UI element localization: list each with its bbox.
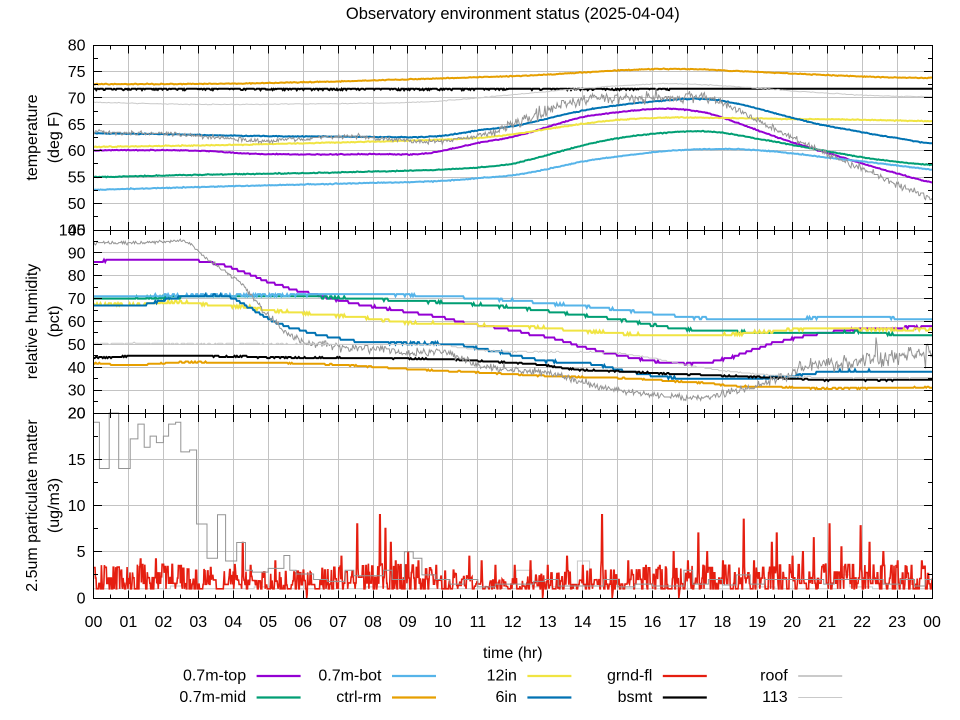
svg-text:20: 20 [783,614,801,631]
svg-text:roof: roof [760,668,788,685]
svg-text:13: 13 [539,614,557,631]
svg-text:0.7m-top: 0.7m-top [183,668,246,685]
svg-text:0.7m-bot: 0.7m-bot [318,668,382,685]
svg-text:15: 15 [609,614,627,631]
svg-text:21: 21 [818,614,836,631]
svg-text:65: 65 [68,117,86,134]
svg-text:113: 113 [762,689,788,706]
svg-text:(pct): (pct) [46,306,63,338]
svg-text:80: 80 [68,38,86,55]
svg-text:04: 04 [224,614,242,631]
svg-text:07: 07 [329,614,347,631]
svg-text:75: 75 [68,64,86,81]
svg-text:70: 70 [68,90,86,107]
svg-text:0.7m-mid: 0.7m-mid [179,689,246,706]
svg-text:03: 03 [189,614,207,631]
svg-text:23: 23 [888,614,906,631]
svg-text:(deg F): (deg F) [46,112,63,164]
svg-text:11: 11 [469,614,486,631]
svg-text:100: 100 [59,223,86,240]
svg-text:12in: 12in [487,668,517,685]
svg-text:bsmt: bsmt [618,689,653,706]
svg-text:09: 09 [399,614,417,631]
svg-text:time (hr): time (hr) [483,645,543,662]
svg-text:17: 17 [679,614,697,631]
svg-text:15: 15 [68,452,86,469]
svg-text:2.5um particulate matter: 2.5um particulate matter [24,419,41,592]
svg-text:45: 45 [68,223,86,240]
svg-text:10: 10 [68,498,86,515]
svg-text:ctrl-rm: ctrl-rm [336,689,381,706]
svg-text:80: 80 [68,268,86,285]
svg-text:18: 18 [714,614,732,631]
svg-text:5: 5 [77,544,86,561]
svg-text:temperature: temperature [24,94,41,180]
svg-text:22: 22 [853,614,871,631]
svg-text:55: 55 [68,170,86,187]
svg-text:50: 50 [68,337,86,354]
svg-text:16: 16 [644,614,662,631]
svg-text:20: 20 [68,406,86,423]
svg-text:relative humidity: relative humidity [24,264,41,380]
svg-text:02: 02 [155,614,173,631]
svg-text:0: 0 [77,591,86,608]
svg-text:20: 20 [68,406,86,423]
svg-text:00: 00 [923,614,941,631]
svg-text:(ug/m3): (ug/m3) [46,478,63,533]
svg-text:60: 60 [68,143,86,160]
svg-text:14: 14 [574,614,592,631]
svg-text:grnd-fl: grnd-fl [607,668,652,685]
svg-text:19: 19 [748,614,766,631]
svg-text:12: 12 [504,614,522,631]
svg-text:60: 60 [68,314,86,331]
svg-text:50: 50 [68,196,86,213]
svg-text:00: 00 [85,614,103,631]
svg-text:Observatory environment status: Observatory environment status (2025-04-… [346,5,680,23]
svg-text:05: 05 [259,614,277,631]
svg-text:6in: 6in [496,689,517,706]
svg-text:30: 30 [68,383,86,400]
svg-text:06: 06 [294,614,312,631]
svg-text:10: 10 [434,614,452,631]
svg-text:70: 70 [68,291,86,308]
svg-text:40: 40 [68,360,86,377]
svg-text:90: 90 [68,245,86,262]
svg-text:08: 08 [364,614,382,631]
svg-text:01: 01 [120,614,138,631]
